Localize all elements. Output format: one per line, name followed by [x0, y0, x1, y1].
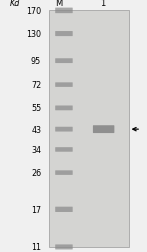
- Text: 11: 11: [31, 242, 41, 251]
- FancyBboxPatch shape: [55, 9, 73, 14]
- FancyBboxPatch shape: [55, 32, 73, 37]
- FancyBboxPatch shape: [55, 171, 73, 175]
- Text: 1: 1: [100, 0, 106, 8]
- Text: 26: 26: [31, 168, 41, 177]
- Text: 43: 43: [31, 125, 41, 134]
- FancyBboxPatch shape: [55, 244, 73, 249]
- Bar: [49, 11, 129, 247]
- Text: 17: 17: [31, 205, 41, 214]
- Text: 34: 34: [31, 145, 41, 154]
- FancyBboxPatch shape: [55, 207, 73, 212]
- Text: Kd: Kd: [10, 0, 20, 8]
- Text: 95: 95: [31, 57, 41, 66]
- Text: 170: 170: [26, 7, 41, 16]
- FancyBboxPatch shape: [55, 106, 73, 111]
- FancyBboxPatch shape: [55, 59, 73, 64]
- FancyBboxPatch shape: [55, 83, 73, 87]
- Text: M: M: [55, 0, 62, 8]
- Text: 72: 72: [31, 81, 41, 90]
- Text: 130: 130: [26, 30, 41, 39]
- Text: 55: 55: [31, 104, 41, 113]
- FancyBboxPatch shape: [93, 126, 114, 134]
- FancyBboxPatch shape: [55, 127, 73, 132]
- FancyBboxPatch shape: [55, 148, 73, 152]
